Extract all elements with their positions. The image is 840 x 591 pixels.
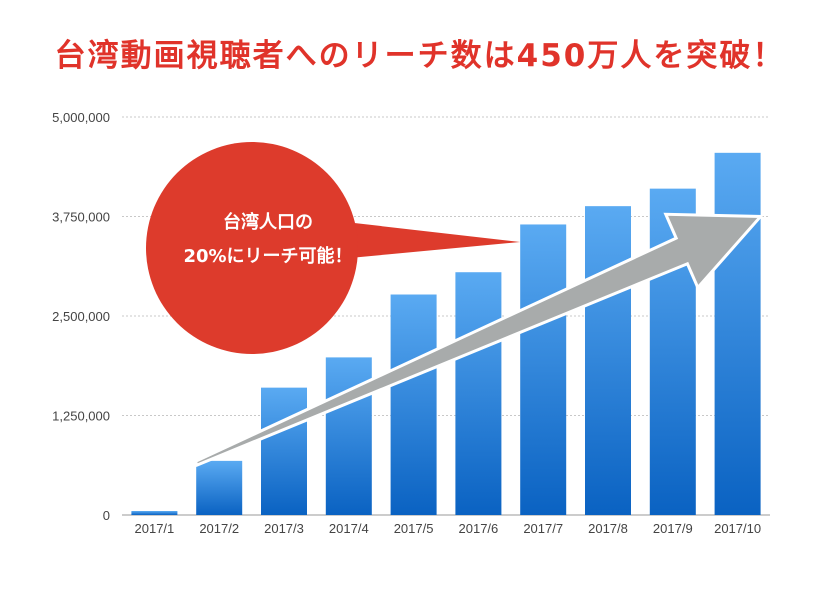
x-tick-label: 2017/1 xyxy=(135,521,175,536)
callout: 台湾人口の 20%にリーチ可能！ xyxy=(146,142,521,354)
y-axis-ticks: 0 1,250,000 2,500,000 3,750,000 5,000,000 xyxy=(52,110,110,523)
y-tick-label: 3,750,000 xyxy=(52,210,110,225)
x-tick-label: 2017/10 xyxy=(714,521,761,536)
y-tick-label: 2,500,000 xyxy=(52,309,110,324)
x-tick-label: 2017/9 xyxy=(653,521,693,536)
x-tick-label: 2017/5 xyxy=(394,521,434,536)
x-axis-ticks: 2017/1 2017/2 2017/3 2017/4 2017/5 2017/6 2017… xyxy=(135,521,762,536)
callout-line-1: 台湾人口の xyxy=(223,211,313,233)
x-tick-label: 2017/4 xyxy=(329,521,369,536)
bar xyxy=(714,152,761,515)
bar xyxy=(196,460,243,515)
trend-arrow-group xyxy=(193,212,764,468)
x-tick-label: 2017/2 xyxy=(199,521,239,536)
bar xyxy=(585,206,631,516)
x-tick-label: 2017/3 xyxy=(264,521,304,536)
bar xyxy=(455,272,502,515)
x-tick-label: 2017/8 xyxy=(588,521,628,536)
y-tick-label: 1,250,000 xyxy=(52,409,110,424)
y-tick-label: 5,000,000 xyxy=(52,110,110,125)
bar xyxy=(520,224,567,515)
bar xyxy=(261,387,307,515)
bar xyxy=(390,294,437,515)
trend-arrow xyxy=(193,212,764,468)
bar xyxy=(131,511,178,515)
callout-pointer xyxy=(328,220,521,260)
y-tick-label: 0 xyxy=(103,508,110,523)
x-tick-label: 2017/7 xyxy=(523,521,563,536)
bar xyxy=(325,357,372,515)
callout-bubble xyxy=(146,142,358,354)
x-tick-label: 2017/6 xyxy=(459,521,499,536)
chart-title: 台湾動画視聴者へのリーチ数は450万人を突破！ xyxy=(54,38,786,74)
callout-line-2: 20%にリーチ可能！ xyxy=(183,245,352,267)
